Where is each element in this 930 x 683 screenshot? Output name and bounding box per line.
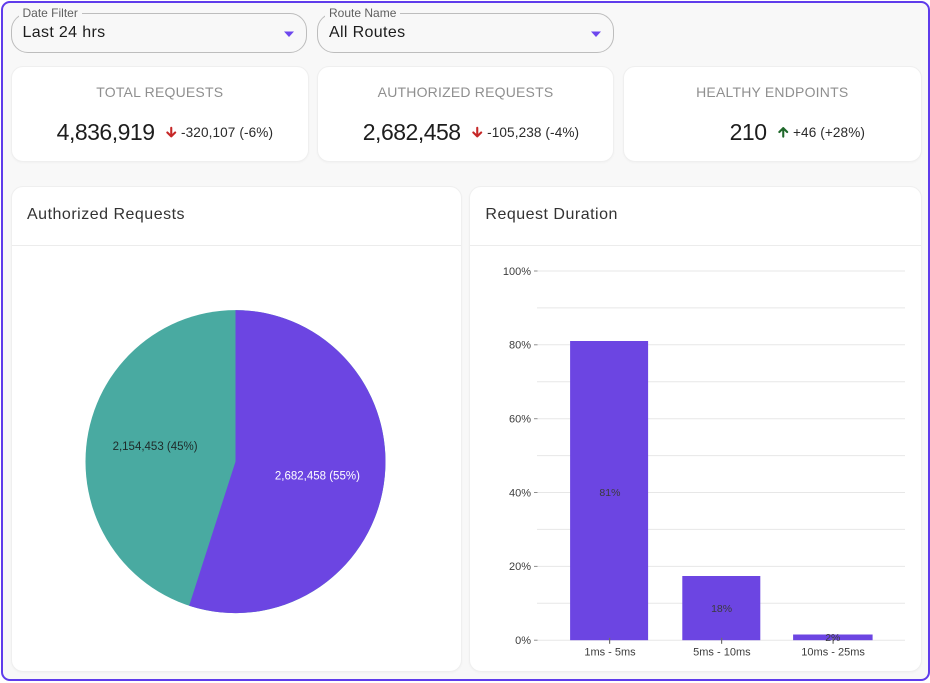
svg-text:40%: 40% [509,487,531,499]
svg-text:1ms - 5ms: 1ms - 5ms [584,646,636,658]
svg-text:10ms - 25ms: 10ms - 25ms [801,646,865,658]
svg-text:20%: 20% [509,561,531,573]
svg-text:2,682,458 (55%): 2,682,458 (55%) [274,471,359,483]
svg-text:18%: 18% [711,603,732,615]
svg-text:60%: 60% [509,414,531,426]
svg-text:0%: 0% [515,635,531,647]
svg-text:2%: 2% [825,632,840,644]
svg-text:80%: 80% [509,340,531,352]
svg-text:81%: 81% [599,487,620,499]
svg-text:100%: 100% [503,266,531,278]
svg-text:2,154,453 (45%): 2,154,453 (45%) [112,441,197,453]
svg-text:5ms - 10ms: 5ms - 10ms [693,646,751,658]
